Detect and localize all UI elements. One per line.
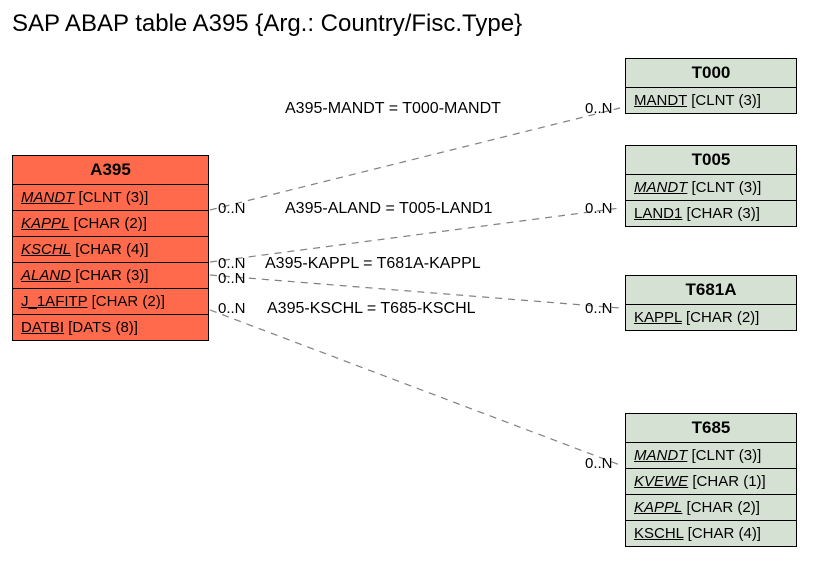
table-field: KVEWE [CHAR (1)] — [626, 469, 796, 495]
table-header: A395 — [13, 156, 208, 185]
relation-label: A395-MANDT = T000-MANDT — [285, 100, 501, 118]
relation-line — [210, 310, 620, 465]
table-field: KSCHL [CHAR (4)] — [13, 237, 208, 263]
relation-label: A395-ALAND = T005-LAND1 — [285, 200, 492, 218]
table-field: J_1AFITP [CHAR (2)] — [13, 289, 208, 315]
page-title: SAP ABAP table A395 {Arg.: Country/Fisc.… — [12, 10, 522, 38]
cardinality-right: 0..N — [585, 200, 613, 217]
cardinality-left: 0..N — [218, 270, 246, 287]
cardinality-right: 0..N — [585, 300, 613, 317]
table-field: KSCHL [CHAR (4)] — [626, 521, 796, 546]
cardinality-left: 0..N — [218, 200, 246, 217]
table-a395: A395 MANDT [CLNT (3)] KAPPL [CHAR (2)] K… — [12, 155, 209, 341]
relation-label: A395-KSCHL = T685-KSCHL — [267, 300, 476, 318]
table-t685: T685 MANDT [CLNT (3)] KVEWE [CHAR (1)] K… — [625, 413, 797, 547]
table-field: MANDT [CLNT (3)] — [13, 185, 208, 211]
table-header: T681A — [626, 276, 796, 305]
table-field: KAPPL [CHAR (2)] — [13, 211, 208, 237]
table-field: DATBI [DATS (8)] — [13, 315, 208, 340]
cardinality-left: 0..N — [218, 300, 246, 317]
table-field: LAND1 [CHAR (3)] — [626, 201, 796, 226]
table-header: T685 — [626, 414, 796, 443]
table-field: ALAND [CHAR (3)] — [13, 263, 208, 289]
table-t681a: T681A KAPPL [CHAR (2)] — [625, 275, 797, 331]
table-field: KAPPL [CHAR (2)] — [626, 305, 796, 330]
table-t005: T005 MANDT [CLNT (3)] LAND1 [CHAR (3)] — [625, 145, 797, 227]
cardinality-right: 0..N — [585, 455, 613, 472]
table-field: MANDT [CLNT (3)] — [626, 175, 796, 201]
cardinality-right: 0..N — [585, 100, 613, 117]
table-header: T000 — [626, 59, 796, 88]
table-header: T005 — [626, 146, 796, 175]
relation-line — [210, 108, 620, 210]
table-field: KAPPL [CHAR (2)] — [626, 495, 796, 521]
relation-label: A395-KAPPL = T681A-KAPPL — [265, 255, 481, 273]
table-t000: T000 MANDT [CLNT (3)] — [625, 58, 797, 114]
table-field: MANDT [CLNT (3)] — [626, 88, 796, 113]
table-field: MANDT [CLNT (3)] — [626, 443, 796, 469]
